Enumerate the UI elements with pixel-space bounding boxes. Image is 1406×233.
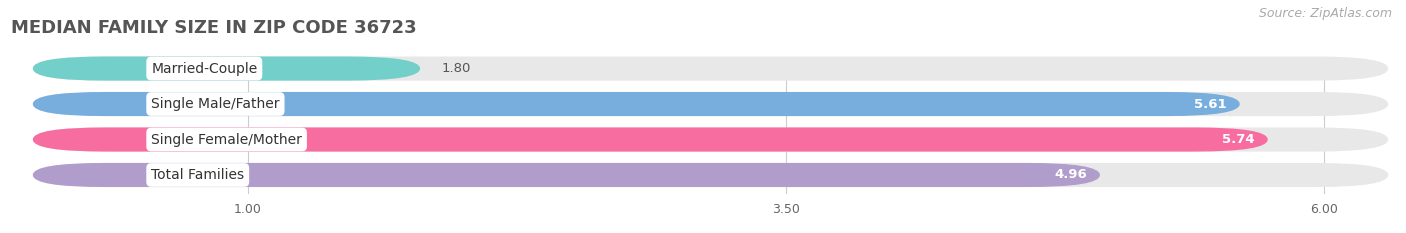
Text: Single Female/Mother: Single Female/Mother	[152, 133, 302, 147]
FancyBboxPatch shape	[32, 163, 1099, 187]
FancyBboxPatch shape	[32, 92, 1388, 116]
Text: 1.80: 1.80	[441, 62, 471, 75]
Text: Married-Couple: Married-Couple	[152, 62, 257, 75]
FancyBboxPatch shape	[32, 56, 420, 81]
Text: MEDIAN FAMILY SIZE IN ZIP CODE 36723: MEDIAN FAMILY SIZE IN ZIP CODE 36723	[11, 19, 416, 37]
Text: 5.74: 5.74	[1222, 133, 1254, 146]
Text: 4.96: 4.96	[1054, 168, 1087, 182]
FancyBboxPatch shape	[32, 127, 1388, 152]
Text: Source: ZipAtlas.com: Source: ZipAtlas.com	[1258, 7, 1392, 20]
FancyBboxPatch shape	[32, 127, 1268, 152]
Text: Total Families: Total Families	[152, 168, 245, 182]
Text: Single Male/Father: Single Male/Father	[152, 97, 280, 111]
Text: 5.61: 5.61	[1194, 98, 1227, 110]
FancyBboxPatch shape	[32, 163, 1388, 187]
FancyBboxPatch shape	[32, 56, 1388, 81]
FancyBboxPatch shape	[32, 92, 1240, 116]
